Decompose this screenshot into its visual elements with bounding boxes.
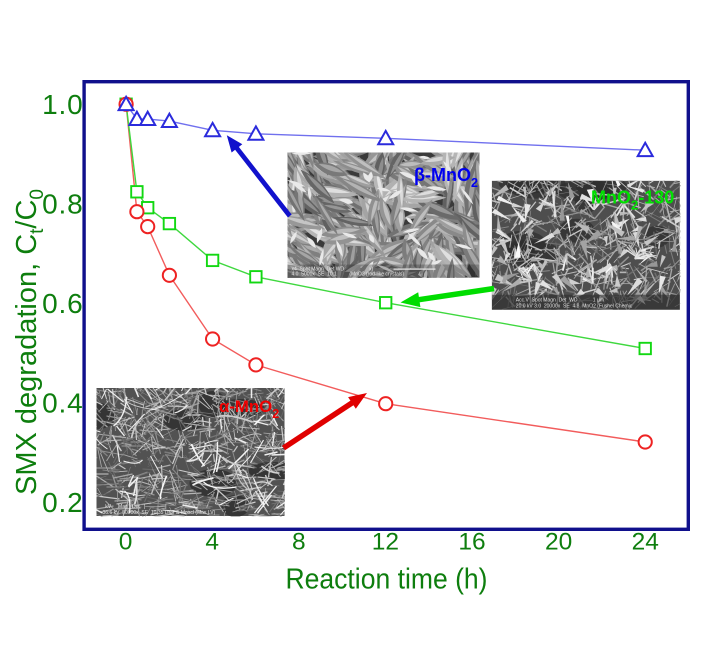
svg-text:20: 20: [545, 529, 572, 556]
svg-text:24: 24: [632, 529, 659, 556]
svg-text:16: 16: [458, 529, 485, 556]
svg-text:0.8: 0.8: [42, 188, 83, 219]
svg-text:Acc.V Spot Magn Det WD: Acc.V Spot Magn Det WD 1 μm: [516, 298, 604, 304]
svg-text:0.6: 0.6: [42, 288, 83, 319]
svg-text:SMX degradation, Ct/C0: SMX degradation, Ct/C0: [11, 189, 48, 495]
svg-text:0.4: 0.4: [42, 387, 83, 418]
svg-text:20.0 kV 3.0 20000x SE 4.8: 20.0 kV 3.0 20000x SE 4.8 MnO2 (Fushel C…: [516, 304, 633, 310]
svg-text:4.0 5000x SE 10.1 (: 4.0 5000x SE 10.1 (MnO2 (rod-like crysta…: [292, 272, 405, 278]
svg-text:1.0: 1.0: [42, 89, 83, 120]
svg-text:12: 12: [372, 529, 399, 556]
svg-text:8: 8: [292, 529, 306, 556]
svg-text:0.2: 0.2: [42, 487, 83, 518]
svg-text:Reaction time (h): Reaction time (h): [286, 564, 488, 596]
svg-text:36.6 kV 50000x SE 10.35 DKT: 36.6 kV 50000x SE 10.35 DKT & Moscl (Max…: [103, 510, 216, 516]
svg-text:x4 Spot Magn Det WD: x4 Spot Magn Det WD x): [292, 267, 374, 273]
svg-text:4: 4: [205, 529, 219, 556]
svg-text:0: 0: [119, 529, 133, 556]
svg-text:kV Mag Det |————|: kV Mag Det |————|: [103, 504, 167, 510]
